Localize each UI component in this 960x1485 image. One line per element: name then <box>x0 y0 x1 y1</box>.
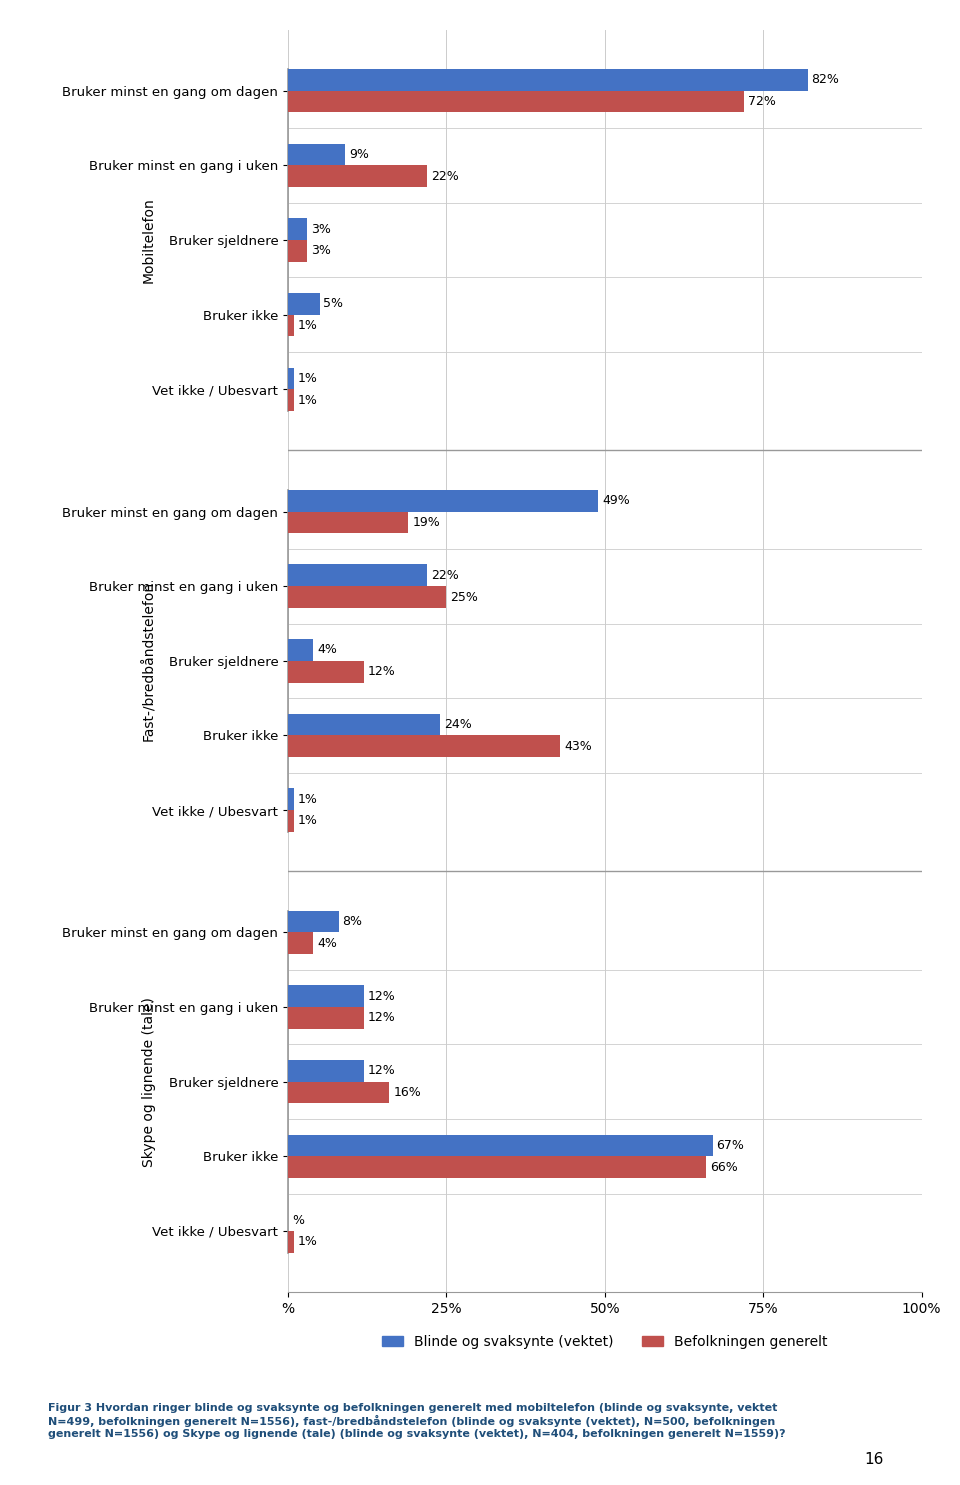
Text: 1%: 1% <box>299 814 318 827</box>
Text: 25%: 25% <box>450 591 478 603</box>
Text: 16: 16 <box>864 1452 883 1467</box>
Bar <box>288 735 561 757</box>
Bar <box>288 1231 295 1252</box>
Bar <box>288 368 295 389</box>
Text: 3%: 3% <box>311 223 330 236</box>
Bar <box>288 985 364 1007</box>
Bar <box>288 661 364 683</box>
Text: %: % <box>292 1213 303 1227</box>
Bar <box>288 218 307 241</box>
Text: 67%: 67% <box>716 1139 744 1152</box>
Bar <box>288 70 807 91</box>
Bar <box>288 714 440 735</box>
Text: 8%: 8% <box>343 915 363 928</box>
Legend: Blinde og svaksynte (vektet), Befolkningen generelt: Blinde og svaksynte (vektet), Befolkning… <box>377 1329 832 1354</box>
Bar <box>288 1081 390 1103</box>
Text: 1%: 1% <box>299 394 318 407</box>
Bar <box>288 91 744 113</box>
Bar <box>288 811 295 832</box>
Bar <box>288 587 446 607</box>
Text: 82%: 82% <box>811 73 839 86</box>
Bar <box>288 511 408 533</box>
Text: 66%: 66% <box>710 1161 737 1173</box>
Bar <box>288 165 427 187</box>
Text: 12%: 12% <box>368 989 396 1002</box>
Bar <box>288 639 313 661</box>
Text: 43%: 43% <box>564 740 592 753</box>
Text: 49%: 49% <box>602 495 630 508</box>
Text: 9%: 9% <box>348 148 369 160</box>
Bar <box>288 389 295 411</box>
Text: 4%: 4% <box>317 643 337 656</box>
Bar <box>288 564 427 587</box>
Bar <box>288 144 345 165</box>
Text: 4%: 4% <box>317 937 337 949</box>
Text: 1%: 1% <box>299 373 318 385</box>
Text: 16%: 16% <box>394 1086 420 1099</box>
Text: Fast-/bredbåndstelefon: Fast-/bredbåndstelefon <box>141 581 156 741</box>
Text: Mobiltelefon: Mobiltelefon <box>142 198 156 284</box>
Bar <box>288 490 598 511</box>
Bar <box>288 241 307 261</box>
Text: Figur 3 Hvordan ringer blinde og svaksynte og befolkningen generelt med mobiltel: Figur 3 Hvordan ringer blinde og svaksyn… <box>48 1403 785 1439</box>
Text: 19%: 19% <box>412 515 440 529</box>
Bar <box>288 1007 364 1029</box>
Bar <box>288 1135 712 1157</box>
Text: 72%: 72% <box>748 95 776 108</box>
Text: 12%: 12% <box>368 665 396 679</box>
Bar <box>288 910 339 933</box>
Text: 12%: 12% <box>368 1011 396 1025</box>
Bar <box>288 315 295 337</box>
Bar <box>288 1060 364 1081</box>
Text: 22%: 22% <box>431 169 459 183</box>
Text: 5%: 5% <box>324 297 344 310</box>
Bar <box>288 933 313 953</box>
Text: 3%: 3% <box>311 245 330 257</box>
Bar <box>288 1157 707 1178</box>
Text: 22%: 22% <box>431 569 459 582</box>
Text: 1%: 1% <box>299 793 318 806</box>
Text: 1%: 1% <box>299 1236 318 1249</box>
Text: 12%: 12% <box>368 1065 396 1077</box>
Text: 1%: 1% <box>299 319 318 333</box>
Bar <box>288 789 295 811</box>
Text: 24%: 24% <box>444 719 471 731</box>
Text: Skype og lignende (tale): Skype og lignende (tale) <box>142 996 156 1167</box>
Bar <box>288 293 320 315</box>
